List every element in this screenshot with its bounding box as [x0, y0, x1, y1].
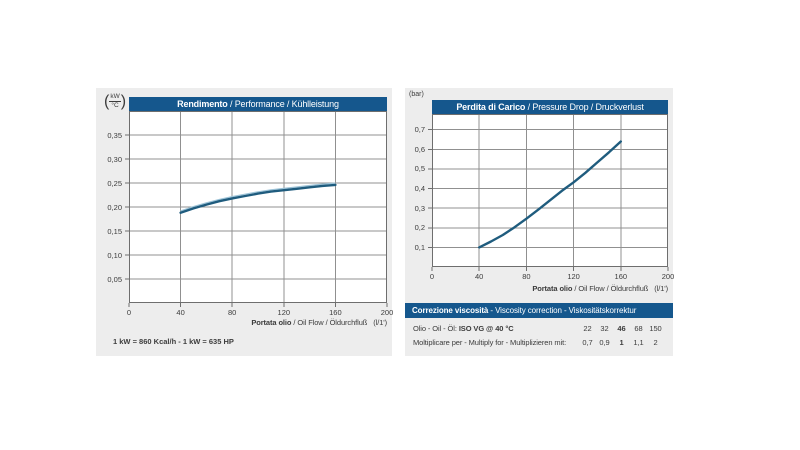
- header-primary: Correzione viscosità: [412, 306, 489, 315]
- power-conversion-footnote: 1 kW = 860 Kcal/h - 1 kW = 635 HP: [113, 337, 234, 346]
- performance-chart-title: Rendimento / Performance / Kühlleistung: [129, 97, 387, 111]
- title-translations: / Performance / Kühlleistung: [227, 99, 339, 109]
- table-value: 32: [600, 323, 609, 333]
- y-tick-label: 0,20: [107, 202, 122, 212]
- x-tick-label: 0: [429, 272, 435, 281]
- xlabel-unit: (l/1'): [373, 318, 387, 327]
- x-tick-label: 160: [614, 272, 628, 281]
- y-tick-label: 0,2: [414, 223, 425, 233]
- viscosity-grade-row: Olio - Oil - Öl: ISO VG @ 40 °C 22 32 46 68…: [413, 322, 664, 334]
- table-value: 150: [649, 323, 662, 333]
- pressure-plot-grid: 0 40 80 120 160 200 0,1 0,2 0,3 0,4 0,5 0,6 0,7: [415, 114, 674, 281]
- header-translations: - Viscosity correction - Viskositätskorr…: [488, 306, 637, 315]
- y-tick-label: 0,6: [414, 144, 425, 154]
- x-tick-label: 160: [329, 308, 342, 317]
- multiplier-row: Moltiplicare per - Multiply for - Multip…: [413, 336, 664, 348]
- table-value: 0,9: [599, 337, 610, 347]
- performance-plot-grid: 0 40 80 120 160 200 0,05 0,10 0,15 0,20 0,25 0,30 0,…: [107, 111, 393, 317]
- fraction-paren-close: ): [120, 92, 127, 110]
- table-value: 68: [634, 323, 643, 333]
- table-value: 2: [653, 337, 658, 347]
- x-tick-label: 40: [475, 272, 484, 281]
- title-translations: / Pressure Drop / Druckverlust: [525, 102, 644, 112]
- xlabel-translations: / Oil Flow / Öldurchfluß: [572, 284, 649, 293]
- x-tick-label: 120: [277, 308, 291, 317]
- table-value: 1,1: [633, 337, 644, 347]
- chart-canvas: [125, 111, 388, 307]
- y-tick-label: 0,30: [107, 154, 122, 164]
- viscosity-grade-values: 22 32 46 68 150: [579, 324, 664, 333]
- y-tick-label: 0,10: [107, 250, 122, 260]
- multiplier-label: Moltiplicare per - Multiply for - Multip…: [413, 338, 566, 347]
- kw-per-degc-fraction: kW °C: [109, 93, 121, 110]
- x-axis-label: Portata olio / Oil Flow / Öldurchfluß (l/…: [532, 284, 668, 293]
- viscosity-table-header: Correzione viscosità - Viscosity correct…: [405, 303, 673, 318]
- table-value: 46: [617, 323, 626, 333]
- y-tick-label: 0,15: [107, 226, 122, 236]
- y-tick-label: 0,05: [107, 274, 122, 284]
- y-tick-label: 0,3: [414, 203, 425, 213]
- pressure-drop-curve: [478, 140, 623, 249]
- pressure-drop-chart-card: (bar) Perdita di Carico / Pressure Drop …: [405, 88, 674, 356]
- x-tick-label: 40: [176, 308, 185, 317]
- multiplier-label-text: Moltiplicare per - Multiply for - Multip…: [413, 337, 567, 347]
- xlabel-primary: Portata olio: [251, 318, 292, 327]
- title-primary: Perdita di Carico: [456, 102, 526, 112]
- cooling-performance-curve-highlight: [180, 182, 336, 212]
- x-tick-label: 120: [567, 272, 580, 281]
- y-tick-label: 0,4: [414, 184, 425, 194]
- x-axis-label: Portata olio / Oil Flow / Öldurchfluß (l/…: [251, 318, 387, 327]
- fraction-denominator: °C: [111, 102, 119, 110]
- pressure-chart-title: Perdita di Carico / Pressure Drop / Druc…: [432, 100, 668, 114]
- cooling-performance-curve: [179, 183, 337, 215]
- fraction-numerator: kW: [109, 93, 121, 103]
- fraction-paren-open: (: [104, 92, 110, 110]
- x-tick-label: 80: [228, 308, 237, 317]
- grade-label-bold: ISO VG @ 40 °C: [458, 323, 514, 333]
- performance-chart-card: ( kW °C ) Rendimento / Performance / Küh…: [96, 88, 393, 356]
- table-value: 22: [583, 323, 592, 333]
- viscosity-grade-label: Olio - Oil - Öl: ISO VG @ 40 °C: [413, 324, 514, 333]
- y-tick-label: 0,5: [414, 164, 425, 174]
- multiplier-values: 0,7 0,9 1 1,1 2: [579, 338, 664, 347]
- title-primary: Rendimento: [177, 99, 228, 109]
- x-tick-label: 200: [380, 308, 394, 317]
- x-tick-label: 200: [661, 272, 675, 281]
- y-tick-label: 0,1: [414, 242, 425, 252]
- grade-label-text: Olio - Oil - Öl:: [413, 323, 459, 333]
- y-axis-unit-bar: (bar): [409, 91, 424, 98]
- viscosity-correction-section: Correzione viscosità - Viscosity correct…: [405, 303, 673, 356]
- y-tick-label: 0,25: [107, 178, 122, 188]
- y-axis-unit-kw-per-degc: ( kW °C ): [104, 93, 126, 110]
- table-value: 1: [619, 337, 624, 347]
- performance-plot-area: Rendimento / Performance / Kühlleistung …: [107, 97, 393, 317]
- pressure-plot-area: Perdita di Carico / Pressure Drop / Druc…: [415, 100, 674, 281]
- y-tick-label: 0,35: [107, 130, 122, 140]
- table-value: 0,7: [582, 337, 593, 347]
- xlabel-unit: (l/1'): [654, 284, 668, 293]
- y-tick-label: 0,7: [414, 125, 425, 135]
- x-tick-label: 80: [522, 272, 531, 281]
- x-tick-label: 0: [126, 308, 132, 317]
- xlabel-translations: / Oil Flow / Öldurchfluß: [291, 318, 368, 327]
- chart-canvas: [428, 114, 669, 271]
- xlabel-primary: Portata olio: [532, 284, 573, 293]
